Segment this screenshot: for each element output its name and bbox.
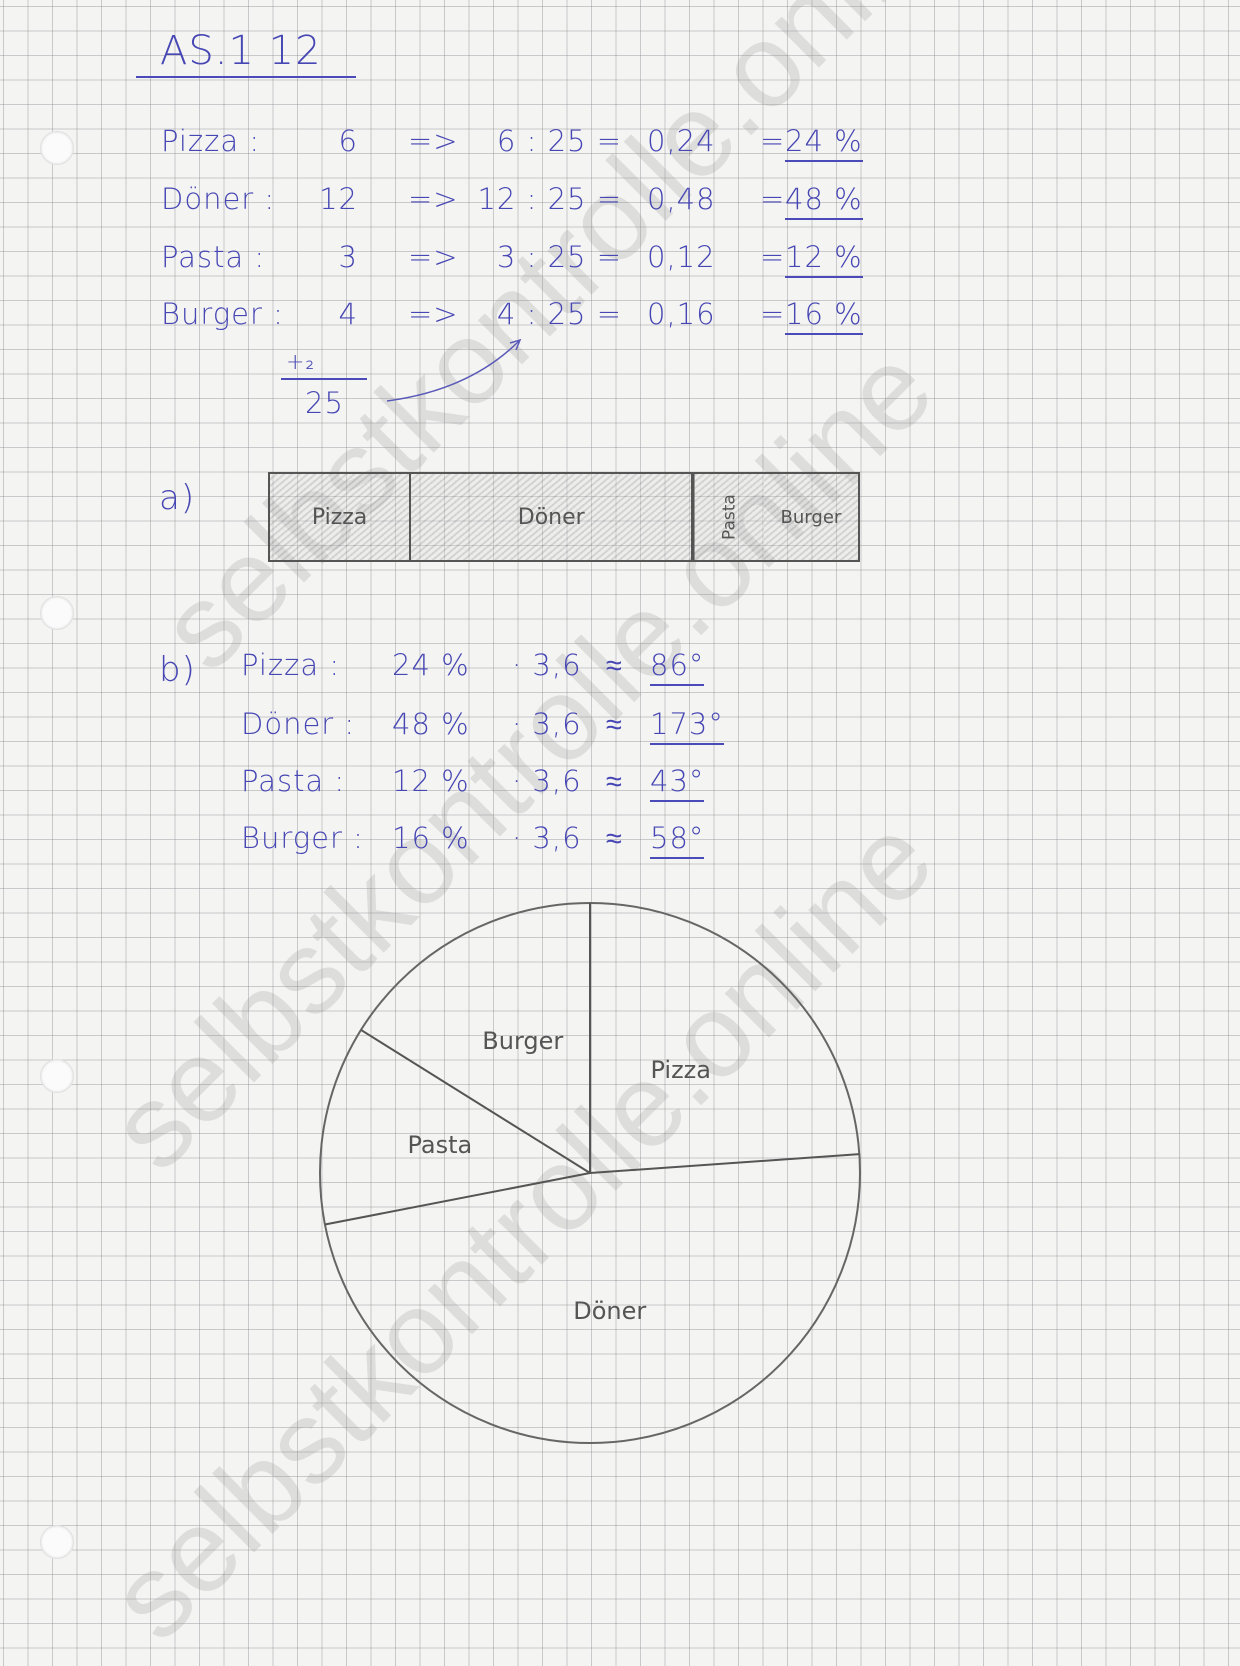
- part-a-label: a): [159, 478, 196, 518]
- row-calc: 3 : 25 =: [496, 240, 622, 274]
- angle-percent: 48 %: [392, 707, 470, 741]
- part-b-label: b): [159, 650, 196, 690]
- row-count: 4: [338, 297, 358, 331]
- bar-segment-burger: Burger: [763, 474, 858, 560]
- pie-label-döner: Döner: [573, 1296, 647, 1325]
- pie-label-pasta: Pasta: [407, 1130, 473, 1159]
- row-item: Döner :: [161, 182, 276, 216]
- row-decimal: 0,24: [647, 124, 716, 158]
- row-arrow: =>: [408, 297, 459, 331]
- arrow-icon: [386, 338, 522, 402]
- row-percent: 16 %: [785, 297, 863, 335]
- punch-hole: [40, 1059, 74, 1093]
- angle-item: Döner :: [241, 707, 356, 741]
- pie-slice-boundary-döner: [589, 1153, 860, 1174]
- angle-approx: ≈: [606, 821, 623, 855]
- pie-label-burger: Burger: [482, 1026, 564, 1055]
- row-equals: =: [760, 182, 786, 216]
- row-equals: =: [760, 297, 786, 331]
- pie-slice-boundary-burger: [360, 1029, 591, 1174]
- angle-approx: ≈: [606, 764, 623, 798]
- angle-approx: ≈: [606, 707, 623, 741]
- angle-item: Pizza :: [241, 648, 341, 682]
- angle-percent: 16 %: [392, 821, 470, 855]
- row-percent: 48 %: [785, 182, 863, 220]
- row-calc: 12 : 25 =: [477, 182, 622, 216]
- row-decimal: 0,16: [647, 297, 716, 331]
- punch-hole: [40, 131, 74, 165]
- angle-item: Pasta :: [241, 764, 346, 798]
- angle-degrees: 58°: [650, 821, 705, 859]
- row-calc: 4 : 25 =: [496, 297, 622, 331]
- pie-label-pizza: Pizza: [650, 1055, 711, 1084]
- row-equals: =: [760, 240, 786, 274]
- row-arrow: =>: [408, 240, 459, 274]
- angle-approx: ≈: [606, 648, 623, 682]
- bar-segment-pizza: Pizza: [270, 474, 412, 560]
- pie-slice-boundary-pasta: [324, 1172, 591, 1226]
- row-decimal: 0,12: [647, 240, 716, 274]
- sum-line: [281, 378, 367, 380]
- row-percent: 24 %: [785, 124, 863, 162]
- angle-factor: · 3,6: [512, 648, 582, 682]
- row-calc: 6 : 25 =: [496, 124, 622, 158]
- angle-factor: · 3,6: [512, 821, 582, 855]
- row-arrow: =>: [408, 182, 459, 216]
- row-arrow: =>: [408, 124, 459, 158]
- angle-factor: · 3,6: [512, 764, 582, 798]
- row-count: 6: [338, 124, 358, 158]
- sum-plus: +₂: [286, 350, 316, 375]
- row-count: 12: [319, 182, 358, 216]
- row-decimal: 0,48: [647, 182, 716, 216]
- page-title: AS.1 12: [160, 28, 322, 74]
- row-item: Burger :: [161, 297, 284, 331]
- angle-degrees: 43°: [650, 764, 705, 802]
- angle-degrees: 86°: [650, 648, 705, 686]
- row-count: 3: [338, 240, 358, 274]
- row-item: Pizza :: [161, 124, 261, 158]
- sum-total: 25: [305, 386, 344, 420]
- row-item: Pasta :: [161, 240, 266, 274]
- angle-item: Burger :: [241, 821, 364, 855]
- angle-degrees: 173°: [650, 707, 724, 745]
- title-underline: [136, 76, 356, 78]
- row-percent: 12 %: [785, 240, 863, 278]
- angle-factor: · 3,6: [512, 707, 582, 741]
- punch-hole: [40, 596, 74, 630]
- punch-hole: [40, 1525, 74, 1559]
- angle-percent: 12 %: [392, 764, 470, 798]
- angle-percent: 24 %: [392, 648, 470, 682]
- row-equals: =: [760, 124, 786, 158]
- bar-segment-döner: Döner: [411, 474, 694, 560]
- bar-chart: Pizza Döner Pasta Burger: [268, 472, 860, 562]
